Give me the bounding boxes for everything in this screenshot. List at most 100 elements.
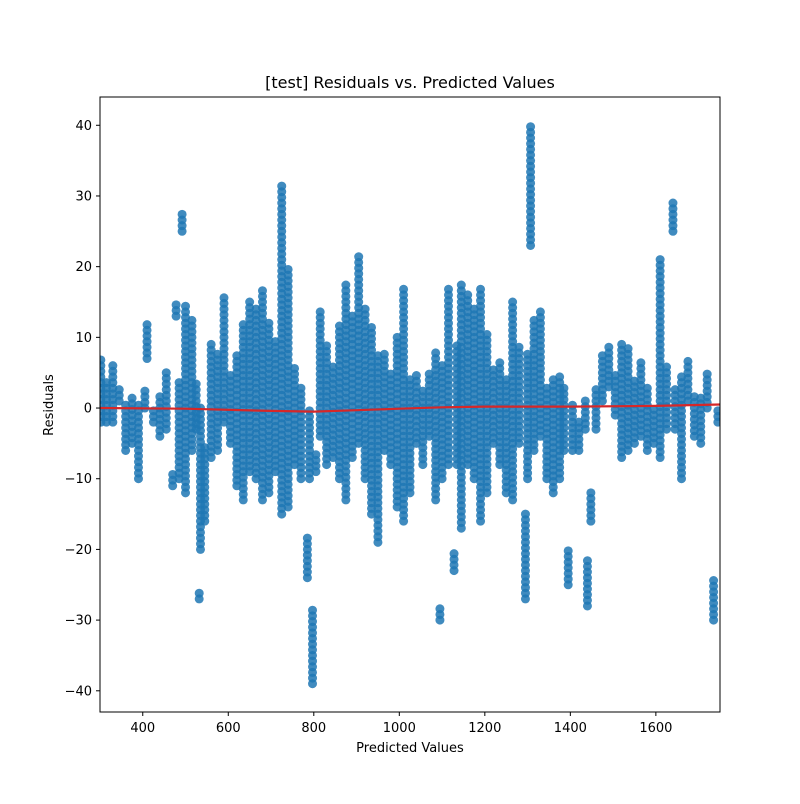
y-tick-label: 20 bbox=[75, 260, 92, 275]
data-point bbox=[367, 322, 377, 332]
data-point-column bbox=[177, 209, 187, 236]
y-axis-ticks: −40 −30 −20 −10 0 10 20 30 40 bbox=[65, 119, 100, 699]
data-point bbox=[443, 284, 453, 294]
data-point bbox=[219, 293, 229, 303]
data-point-column bbox=[604, 342, 614, 392]
data-point-column bbox=[213, 349, 223, 455]
data-point bbox=[296, 383, 306, 393]
data-point-column bbox=[482, 330, 492, 498]
data-point bbox=[360, 304, 370, 314]
data-point bbox=[449, 549, 459, 559]
data-point-column bbox=[311, 450, 321, 477]
data-point bbox=[623, 344, 633, 354]
data-point-column bbox=[305, 406, 315, 484]
x-tick-label: 600 bbox=[216, 721, 241, 736]
data-point-column bbox=[315, 307, 325, 441]
data-point bbox=[431, 348, 441, 358]
data-point bbox=[257, 286, 267, 296]
data-point bbox=[283, 264, 293, 274]
data-point bbox=[418, 386, 428, 396]
data-point bbox=[655, 255, 665, 265]
data-point bbox=[206, 339, 216, 349]
data-point bbox=[709, 576, 719, 586]
y-tick-label: −20 bbox=[65, 543, 92, 558]
data-point-column bbox=[476, 284, 486, 526]
data-point-column bbox=[418, 386, 428, 470]
x-tick-label: 1000 bbox=[383, 721, 416, 736]
data-point bbox=[171, 300, 181, 310]
data-point-column bbox=[140, 386, 150, 413]
data-point bbox=[315, 307, 325, 317]
data-point-column bbox=[449, 549, 459, 576]
data-point-column bbox=[495, 358, 505, 470]
data-point bbox=[582, 556, 592, 566]
data-point bbox=[290, 363, 300, 373]
chart-title: [test] Residuals vs. Predicted Values bbox=[265, 73, 555, 92]
data-point bbox=[563, 546, 573, 556]
data-point bbox=[523, 349, 533, 359]
data-point bbox=[245, 297, 255, 307]
data-point-column bbox=[586, 488, 596, 526]
data-point bbox=[435, 604, 445, 614]
data-point bbox=[520, 509, 530, 519]
data-point-column bbox=[405, 375, 415, 498]
data-point bbox=[194, 588, 204, 598]
data-point-column bbox=[642, 383, 652, 455]
data-point bbox=[379, 349, 389, 359]
data-point bbox=[354, 252, 364, 262]
data-point bbox=[277, 181, 287, 191]
data-point bbox=[713, 406, 720, 416]
data-point bbox=[526, 122, 536, 132]
data-point-column bbox=[514, 342, 524, 448]
data-point bbox=[100, 355, 106, 365]
data-point-column bbox=[161, 368, 171, 434]
data-point bbox=[456, 280, 466, 290]
data-point-column bbox=[302, 533, 312, 583]
data-point bbox=[140, 386, 150, 396]
data-point-column bbox=[713, 406, 720, 427]
y-tick-label: 30 bbox=[75, 189, 92, 204]
x-axis-ticks: 400 600 800 1000 1200 1400 1600 bbox=[130, 712, 672, 736]
data-point-column bbox=[582, 556, 592, 611]
data-point-column bbox=[580, 396, 590, 434]
data-point bbox=[181, 301, 191, 311]
data-point bbox=[114, 385, 124, 395]
data-point-column bbox=[668, 198, 678, 236]
data-point bbox=[238, 320, 248, 330]
y-tick-label: −30 bbox=[65, 614, 92, 629]
trend-line-layer bbox=[100, 403, 720, 413]
data-point bbox=[642, 383, 652, 393]
data-point bbox=[187, 315, 197, 325]
data-point bbox=[567, 400, 577, 410]
data-point bbox=[101, 378, 111, 388]
data-point bbox=[495, 358, 505, 368]
data-point bbox=[535, 307, 545, 317]
data-point-column bbox=[702, 369, 712, 413]
data-point-column bbox=[435, 604, 445, 625]
data-point bbox=[308, 605, 318, 615]
y-tick-label: 40 bbox=[75, 119, 92, 134]
data-point-column bbox=[238, 320, 248, 505]
data-point bbox=[514, 342, 524, 352]
plot-area-frame bbox=[99, 96, 721, 713]
data-point-column bbox=[431, 348, 441, 505]
data-point-column bbox=[709, 576, 719, 625]
data-point bbox=[580, 396, 590, 406]
data-point bbox=[668, 198, 678, 208]
y-tick-label: 10 bbox=[75, 331, 92, 346]
data-point bbox=[322, 341, 332, 351]
data-point bbox=[399, 284, 409, 294]
data-point-column bbox=[655, 255, 665, 463]
data-point-column bbox=[367, 322, 377, 519]
y-tick-label: −10 bbox=[65, 472, 92, 487]
data-point bbox=[341, 280, 351, 290]
data-point bbox=[476, 284, 486, 294]
data-point bbox=[636, 358, 646, 368]
data-point-column bbox=[308, 605, 318, 689]
data-point-column bbox=[114, 385, 124, 406]
data-point-column bbox=[523, 349, 533, 484]
data-point bbox=[311, 450, 321, 460]
y-tick-label: −40 bbox=[65, 684, 92, 699]
